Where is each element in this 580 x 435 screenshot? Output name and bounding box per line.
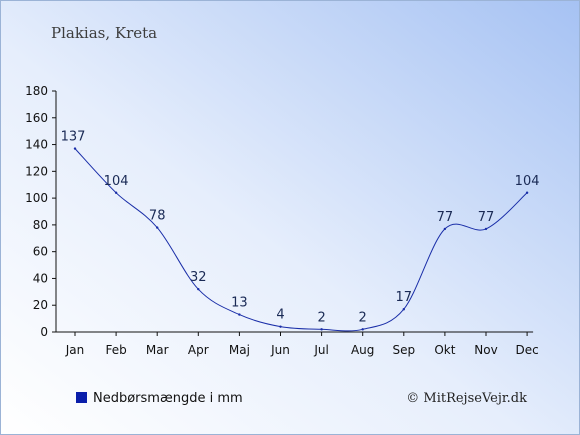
x-tick-label: Jun bbox=[270, 343, 290, 357]
data-point bbox=[320, 328, 323, 331]
data-label: 137 bbox=[61, 130, 86, 145]
x-tick-label: Okt bbox=[434, 343, 455, 357]
x-tick-label: Maj bbox=[229, 343, 250, 357]
data-label: 78 bbox=[149, 209, 166, 224]
legend-marker bbox=[76, 392, 87, 403]
y-tick-label: 40 bbox=[33, 271, 48, 285]
data-point bbox=[279, 325, 282, 328]
data-point bbox=[73, 147, 77, 150]
x-tick-label: Sep bbox=[392, 343, 415, 357]
legend-label: Nedbørsmængde i mm bbox=[93, 391, 243, 406]
data-label: 104 bbox=[515, 174, 540, 189]
x-tick-label: Aug bbox=[351, 343, 374, 357]
x-tick-label: Mar bbox=[146, 343, 169, 357]
plot-area bbox=[73, 147, 529, 332]
data-point bbox=[197, 287, 200, 291]
data-point bbox=[484, 227, 488, 231]
y-tick-label: 60 bbox=[33, 245, 48, 259]
data-point bbox=[114, 191, 118, 194]
data-label: 32 bbox=[190, 270, 207, 285]
x-tick-label: Apr bbox=[188, 343, 209, 357]
x-tick-label: Jul bbox=[313, 343, 328, 357]
data-label: 2 bbox=[359, 310, 367, 325]
y-tick-label: 140 bbox=[25, 138, 48, 152]
chart-title: Plakias, Kreta bbox=[51, 24, 157, 42]
y-tick-label: 180 bbox=[25, 84, 48, 98]
data-label: 4 bbox=[276, 308, 284, 323]
credit-text: © MitRejseVejr.dk bbox=[406, 391, 527, 406]
data-label: 77 bbox=[478, 210, 495, 225]
y-tick-label: 120 bbox=[25, 164, 48, 178]
data-point bbox=[443, 227, 447, 231]
data-label: 2 bbox=[317, 310, 325, 325]
y-tick-label: 80 bbox=[33, 218, 48, 232]
x-tick-label: Nov bbox=[474, 343, 497, 357]
x-tick-label: Dec bbox=[515, 343, 538, 357]
data-label: 13 bbox=[231, 296, 248, 311]
data-point bbox=[402, 308, 405, 311]
y-tick-label: 100 bbox=[25, 191, 48, 205]
y-tick-label: 160 bbox=[25, 111, 48, 125]
data-point bbox=[156, 226, 159, 229]
y-tick-label: 0 bbox=[40, 325, 48, 339]
data-point bbox=[238, 313, 241, 316]
x-tick-label: Jan bbox=[65, 343, 85, 357]
data-label: 17 bbox=[396, 290, 413, 305]
y-tick-label: 20 bbox=[33, 298, 48, 312]
data-label: 77 bbox=[437, 210, 454, 225]
data-labels: 137 104 78 32 13 4 2 2 17 77 77 104 bbox=[61, 130, 540, 326]
data-point bbox=[525, 191, 529, 194]
data-label: 104 bbox=[104, 174, 129, 189]
x-tick-label: Feb bbox=[105, 343, 126, 357]
axes: 0 20 40 60 80 100 120 140 160 180 Jan Feb Mar Apr Maj J… bbox=[25, 84, 539, 357]
data-point bbox=[361, 328, 364, 331]
